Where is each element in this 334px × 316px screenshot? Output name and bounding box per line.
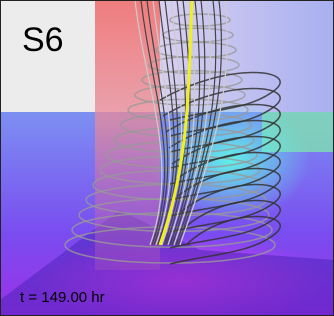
time-label: t = 149.00 hr (20, 289, 105, 306)
visualization: S6 t = 149.00 hr (0, 0, 334, 316)
page: S6 t = 149.00 hr (() => { const data = J… (0, 0, 334, 316)
panel-label: S6 (22, 21, 64, 59)
